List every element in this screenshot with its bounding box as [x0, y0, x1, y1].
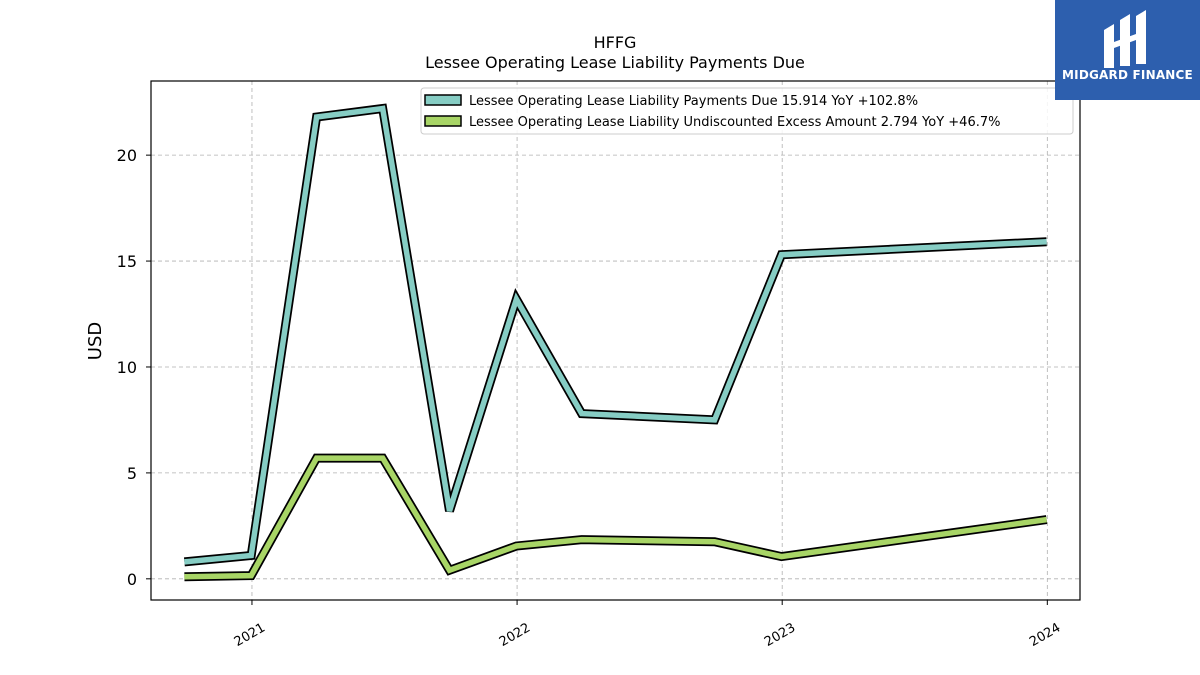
chart-title: HFFG: [594, 33, 637, 52]
legend-swatch: [424, 115, 462, 127]
legend: Lessee Operating Lease Liability Payment…: [420, 87, 1074, 135]
grid-lines: [151, 81, 1080, 600]
series-1-outline: [183, 103, 1047, 567]
y-tick-label: 20: [117, 146, 137, 165]
y-tick-label: 10: [117, 358, 137, 377]
plot-frame: [150, 80, 1081, 601]
series-layer: [183, 103, 1048, 582]
series-1-line: [184, 105, 1047, 565]
legend-entry-label: Lessee Operating Lease Liability Undisco…: [469, 115, 1000, 130]
x-tick-label: 2023: [762, 620, 798, 650]
legend-box: [420, 87, 1074, 135]
x-tick-label: 2021: [232, 620, 268, 650]
series-2-line: [184, 455, 1047, 580]
midgard-logo-icon: [1104, 10, 1146, 68]
y-tick-label: 0: [127, 570, 137, 589]
x-tick-label: 2022: [497, 620, 533, 650]
x-tick-label: 2024: [1027, 620, 1063, 650]
y-tick-label: 5: [127, 464, 137, 483]
legend-entry-label: Lessee Operating Lease Liability Payment…: [469, 94, 918, 109]
y-tick-label: 15: [117, 252, 137, 271]
legend-swatch: [424, 94, 462, 106]
series-2-outline: [184, 453, 1048, 582]
y-axis-label: USD: [85, 322, 106, 360]
brand-name: MIDGARD FINANCE: [1062, 68, 1193, 82]
chart-subtitle: Lessee Operating Lease Liability Payment…: [425, 53, 805, 72]
x-axis: 2021 2022 2023 2024: [232, 600, 1063, 650]
y-axis: 0 5 10 15 20: [117, 146, 151, 589]
brand-logo: MIDGARD FINANCE: [1055, 0, 1200, 100]
